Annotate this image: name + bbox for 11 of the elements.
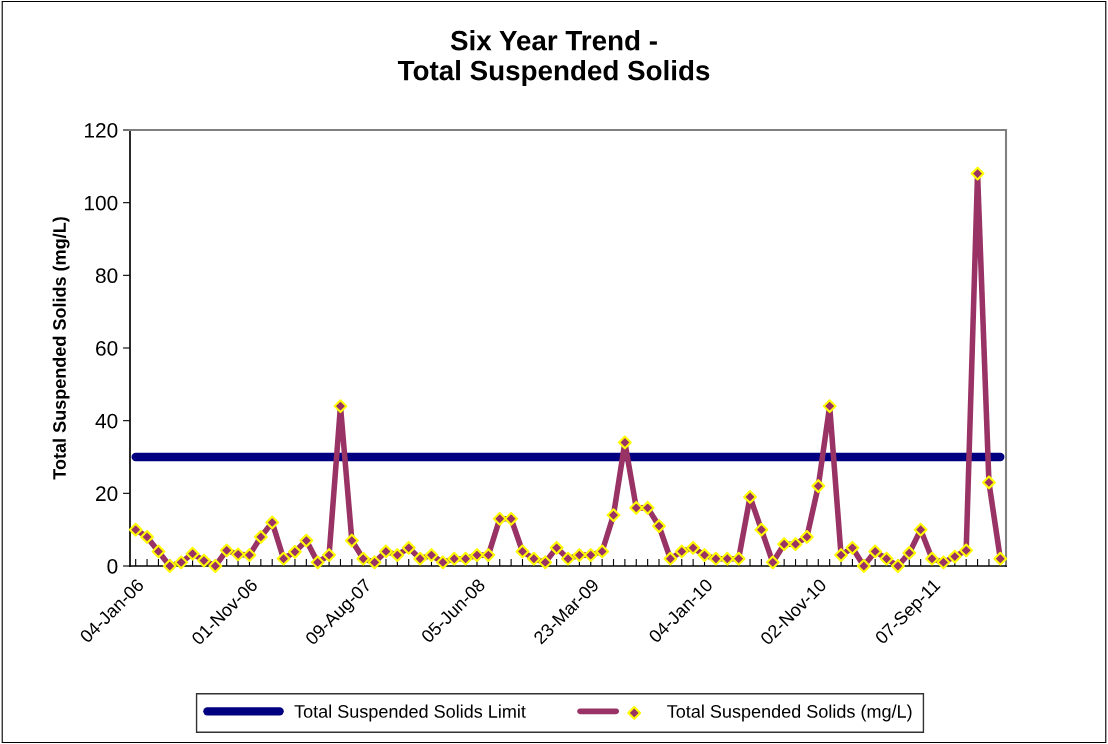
y-axis-title: Total Suspended Solids (mg/L) <box>52 217 70 480</box>
y-tick-label: 0 <box>107 559 118 574</box>
legend-label: Total Suspended Solids (mg/L) <box>667 704 912 722</box>
y-tick-label: 40 <box>95 413 118 429</box>
y-tick-label: 80 <box>95 268 118 284</box>
y-tick-label: 100 <box>85 195 118 211</box>
chart-title: Six Year Trend - Total Suspended Solids <box>397 30 710 86</box>
y-tick-label: 120 <box>85 123 118 138</box>
y-tick-label: 20 <box>96 486 118 502</box>
legend-label: Total Suspended Solids Limit <box>294 704 526 722</box>
y-tick-label: 60 <box>96 341 118 356</box>
